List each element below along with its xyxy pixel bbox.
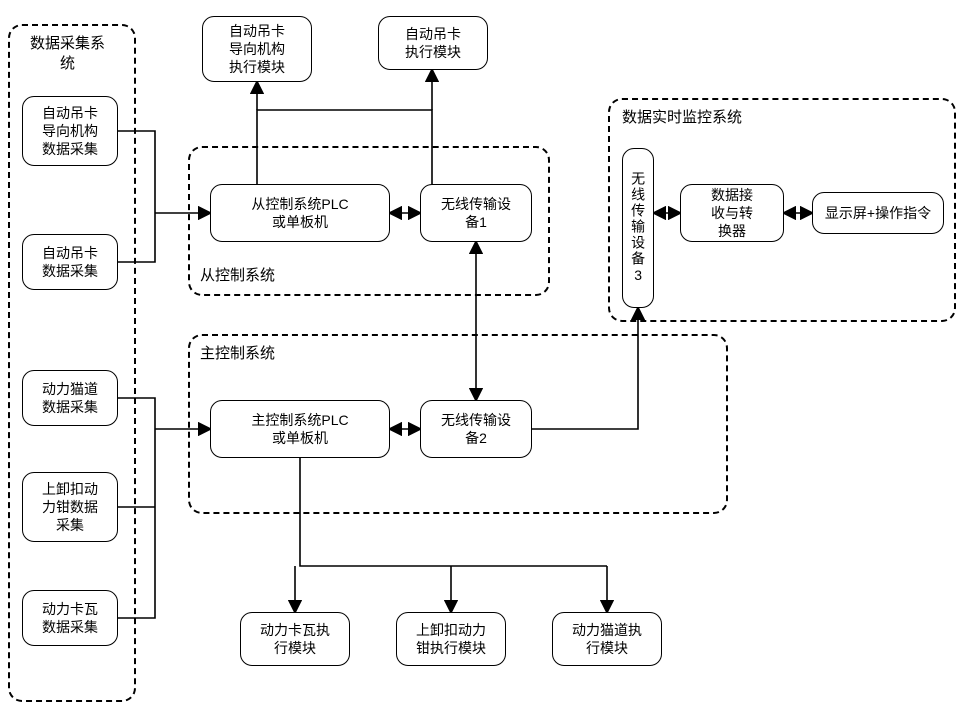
group-title-g-mon: 数据实时监控系统 [622, 108, 742, 128]
node-n-disp: 显示屏+操作指令 [812, 192, 944, 234]
node-label: 自动吊卡 执行模块 [405, 25, 461, 61]
node-n-wl1: 无线传输设 备1 [420, 184, 532, 242]
node-label: 主控制系统PLC 或单板机 [251, 411, 348, 447]
node-n-acq3: 动力猫道 数据采集 [22, 370, 118, 426]
node-n-top1: 自动吊卡 导向机构 执行模块 [202, 16, 312, 82]
group-title-g-acq: 数据采集系 统 [30, 34, 105, 73]
node-n-recv: 数据接 收与转 换器 [680, 184, 784, 242]
node-label: 动力卡瓦执 行模块 [260, 621, 330, 657]
group-title-g-main: 主控制系统 [200, 344, 275, 364]
node-n-acq2: 自动吊卡 数据采集 [22, 234, 118, 290]
group-title-g-sub: 从控制系统 [200, 266, 275, 286]
node-label: 显示屏+操作指令 [825, 204, 931, 222]
node-n-top2: 自动吊卡 执行模块 [378, 16, 488, 70]
node-n-mainplc: 主控制系统PLC 或单板机 [210, 400, 390, 458]
diagram-canvas: 数据采集系 统从控制系统主控制系统数据实时监控系统自动吊卡 导向机构 数据采集自… [0, 0, 965, 710]
node-n-acq5: 动力卡瓦 数据采集 [22, 590, 118, 646]
node-label: 无线传输设 备1 [441, 195, 511, 231]
node-n-wl3: 无线传输设备3 [622, 148, 654, 308]
node-n-bot1: 动力卡瓦执 行模块 [240, 612, 350, 666]
node-label: 无线传输设 备2 [441, 411, 511, 447]
node-label: 自动吊卡 数据采集 [42, 244, 98, 280]
node-label: 自动吊卡 导向机构 数据采集 [42, 104, 98, 159]
node-label: 自动吊卡 导向机构 执行模块 [229, 22, 285, 77]
node-n-subplc: 从控制系统PLC 或单板机 [210, 184, 390, 242]
node-n-wl2: 无线传输设 备2 [420, 400, 532, 458]
node-label: 从控制系统PLC 或单板机 [251, 195, 348, 231]
node-label: 数据接 收与转 换器 [711, 186, 753, 241]
node-label: 上卸扣动力 钳执行模块 [416, 621, 486, 657]
node-n-bot3: 动力猫道执 行模块 [552, 612, 662, 666]
node-label: 动力卡瓦 数据采集 [42, 600, 98, 636]
node-n-acq1: 自动吊卡 导向机构 数据采集 [22, 96, 118, 166]
node-n-bot2: 上卸扣动力 钳执行模块 [396, 612, 506, 666]
node-n-acq4: 上卸扣动 力钳数据 采集 [22, 472, 118, 542]
node-label: 动力猫道 数据采集 [42, 380, 98, 416]
node-label: 上卸扣动 力钳数据 采集 [42, 480, 98, 535]
node-label: 动力猫道执 行模块 [572, 621, 642, 657]
node-label: 无线传输设备3 [629, 171, 647, 285]
